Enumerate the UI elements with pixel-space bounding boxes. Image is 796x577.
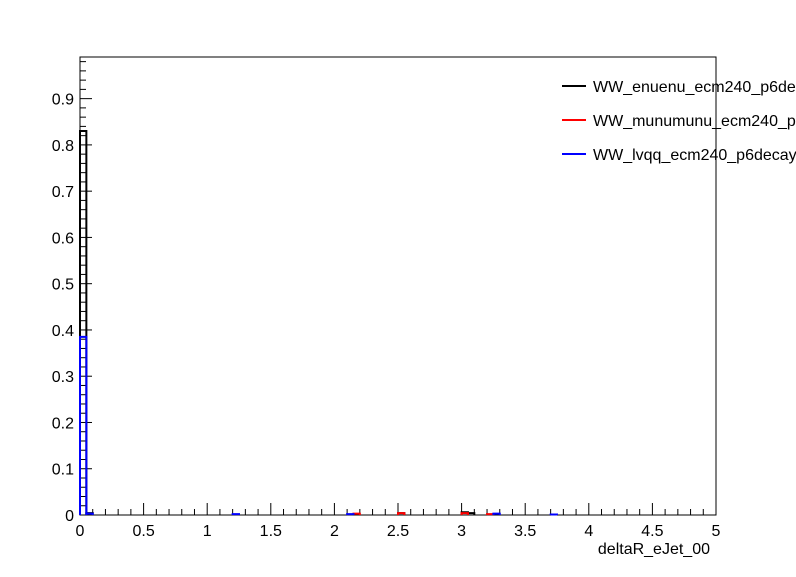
y-tick-label: 0 [65,508,74,525]
x-tick-label: 0 [76,523,85,540]
y-tick-label: 0.9 [52,92,74,109]
legend-item: WW_lvqq_ecm240_p6decay [562,147,796,164]
y-tick-label: 0.3 [52,369,74,386]
histogram-bin [80,337,86,515]
x-tick-label: 1 [203,523,212,540]
histogram-bin [233,514,239,515]
series-2 [80,337,557,515]
x-tick-label: 3.5 [514,523,536,540]
series-layer [80,131,557,515]
x-axis: 0 0.5 1 1.5 2 2.5 3 3.5 4 4.5 5 [76,503,721,540]
legend: WW_enuenu_ecm240_p6de WW_munumunu_ecm240_… [562,79,796,164]
y-tick-label: 0.2 [52,415,74,432]
x-tick-label: 2.5 [387,523,409,540]
legend-label: WW_enuenu_ecm240_p6de [593,79,796,96]
legend-label: WW_munumunu_ecm240_p [593,113,796,130]
y-tick-label: 0.4 [52,323,74,340]
y-tick-label: 0.1 [52,462,74,479]
histogram-bin [347,514,353,515]
legend-item: WW_munumunu_ecm240_p [562,113,796,130]
x-tick-label: 4 [584,523,593,540]
legend-label: WW_lvqq_ecm240_p6decay [593,147,796,164]
x-axis-label: deltaR_eJet_00 [598,541,710,558]
x-tick-label: 1.5 [260,523,282,540]
x-tick-label: 5 [712,523,721,540]
legend-item: WW_enuenu_ecm240_p6de [562,79,796,96]
y-tick-label: 0.7 [52,184,74,201]
y-tick-label: 0.8 [52,138,74,155]
y-tick-label: 0.6 [52,230,74,247]
x-tick-label: 2 [330,523,339,540]
x-tick-label: 4.5 [641,523,663,540]
series-0 [80,131,474,515]
x-tick-label: 0.5 [132,523,154,540]
y-tick-label: 0.5 [52,277,74,294]
x-tick-label: 3 [457,523,466,540]
